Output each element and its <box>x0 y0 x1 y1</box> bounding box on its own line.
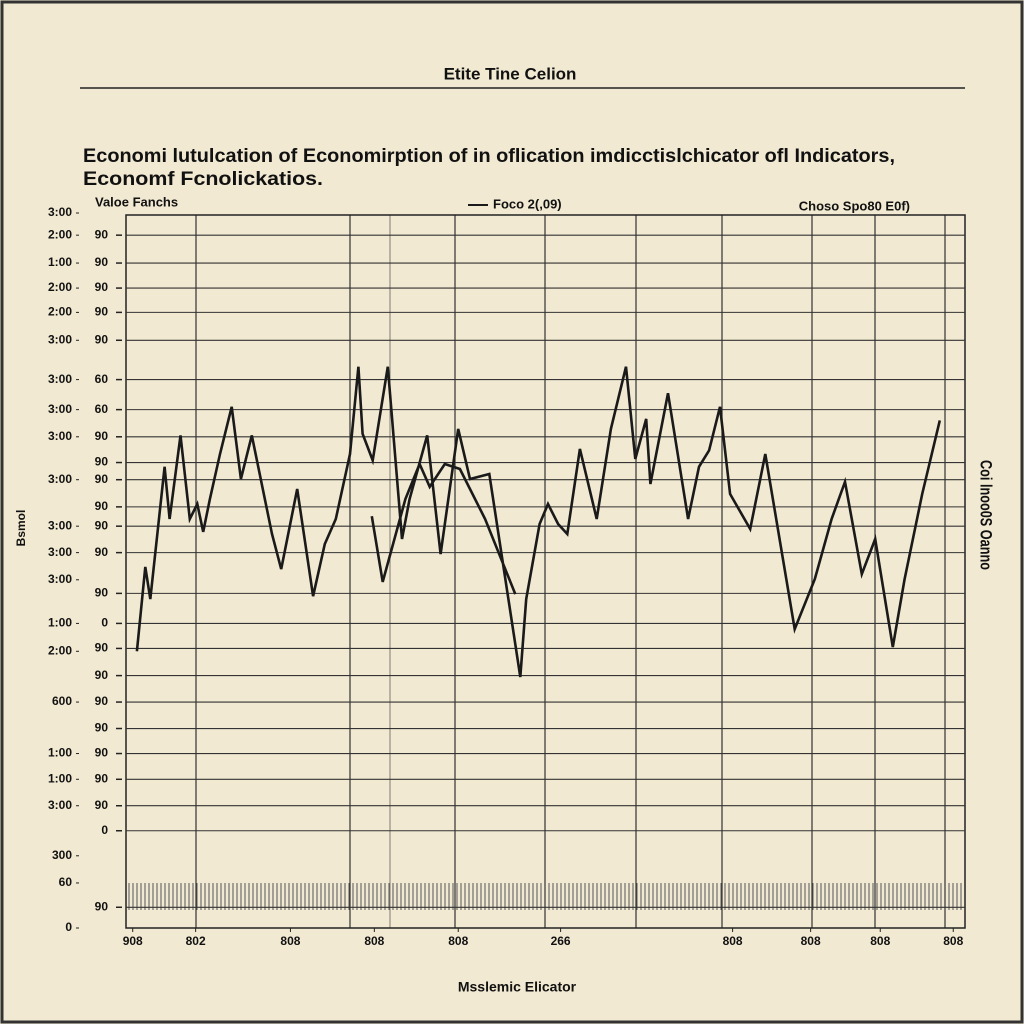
y2-tick-label: 1:00 <box>48 771 72 785</box>
y-tick-label: 90 <box>95 429 109 443</box>
y2-tick-label: 2:00 <box>48 280 72 294</box>
y2-tick-label: 3:00 <box>48 798 72 812</box>
subtitle: Economi lutulcation of Economirption of … <box>83 146 895 167</box>
top-left-label: Valoe Fanchs <box>95 194 178 209</box>
y-tick-label: 90 <box>95 641 109 655</box>
y-tick-label: 90 <box>95 472 109 486</box>
y-tick-label: 90 <box>95 899 109 913</box>
x-tick-label: 808 <box>723 934 743 948</box>
y-tick-label: 90 <box>95 227 109 241</box>
y-tick-label: 90 <box>95 332 109 346</box>
y2-tick-label: 1:00 <box>48 746 72 760</box>
top-right-label: Choso Spo80 E0f) <box>799 198 910 213</box>
y-tick-label: 90 <box>95 305 109 319</box>
y2-axis-title: Coi lnoo0S Oanno <box>977 460 996 570</box>
y2-tick-label: 0 <box>65 920 72 934</box>
y-tick-label: 90 <box>95 798 109 812</box>
y-tick-label: 60 <box>95 372 109 386</box>
y2-tick-label: 3:00 <box>48 572 72 586</box>
chart-title: Etite Tine Celion <box>444 64 577 83</box>
y-tick-label: 90 <box>95 721 109 735</box>
plot-frame <box>125 214 966 929</box>
y2-tick-label: 3:00 <box>48 429 72 443</box>
x-tick-label: 808 <box>364 934 384 948</box>
y-tick-label: 90 <box>95 771 109 785</box>
y2-tick-label: 300 <box>52 848 72 862</box>
x-tick-label: 808 <box>280 934 300 948</box>
legend-label: Foco 2(,09) <box>493 196 562 211</box>
x-tick-label: 808 <box>870 934 890 948</box>
x-tick-label: 802 <box>186 934 206 948</box>
y2-tick-label: 3:00 <box>48 518 72 532</box>
x-tick-label: 808 <box>448 934 468 948</box>
y2-tick-label: 3:00 <box>48 332 72 346</box>
x-tick-label: 908 <box>123 934 143 948</box>
y2-tick-label: 2:00 <box>48 227 72 241</box>
x-tick-label: 266 <box>551 934 571 948</box>
y-axis-title: Bsmol <box>14 510 28 547</box>
y2-tick-label: 3:00 <box>48 205 72 219</box>
x-axis-title: Msslemic Elicator <box>458 979 577 995</box>
y-tick-label: 90 <box>95 455 109 469</box>
y2-tick-label: 1:00 <box>48 616 72 630</box>
vertical-rules <box>195 215 946 928</box>
y-tick-label: 90 <box>95 694 109 708</box>
y-tick-label: 0 <box>101 823 108 837</box>
y2-tick-label: 3:00 <box>48 402 72 416</box>
y-tick-label: 90 <box>95 545 109 559</box>
y-tick-label: 90 <box>95 586 109 600</box>
data-line <box>135 366 942 678</box>
y2-tick-label: 2:00 <box>48 643 72 657</box>
y2-tick-label: 60 <box>59 875 73 889</box>
y-tick-label: 90 <box>95 668 109 682</box>
y-tick-label: 90 <box>95 746 109 760</box>
y2-tick-label: 3:00 <box>48 545 72 559</box>
x-tick-label: 808 <box>943 934 963 948</box>
y2-tick-label: 2:00 <box>48 305 72 319</box>
y-tick-label: 0 <box>101 616 108 630</box>
y2-tick-label: 3:00 <box>48 372 72 386</box>
y-tick-label: 90 <box>95 280 109 294</box>
y2-tick-label: 600 <box>52 694 72 708</box>
y-tick-label: 90 <box>95 255 109 269</box>
y2-tick-label: 1:00 <box>48 255 72 269</box>
x-tick-label: 808 <box>801 934 821 948</box>
subtitle: Economf Fcnolickatios. <box>83 169 323 190</box>
y2-tick-label: 3:00 <box>48 472 72 486</box>
y-tick-label: 90 <box>95 518 109 532</box>
y-tick-label: 60 <box>95 402 109 416</box>
y-tick-label: 90 <box>95 499 109 513</box>
